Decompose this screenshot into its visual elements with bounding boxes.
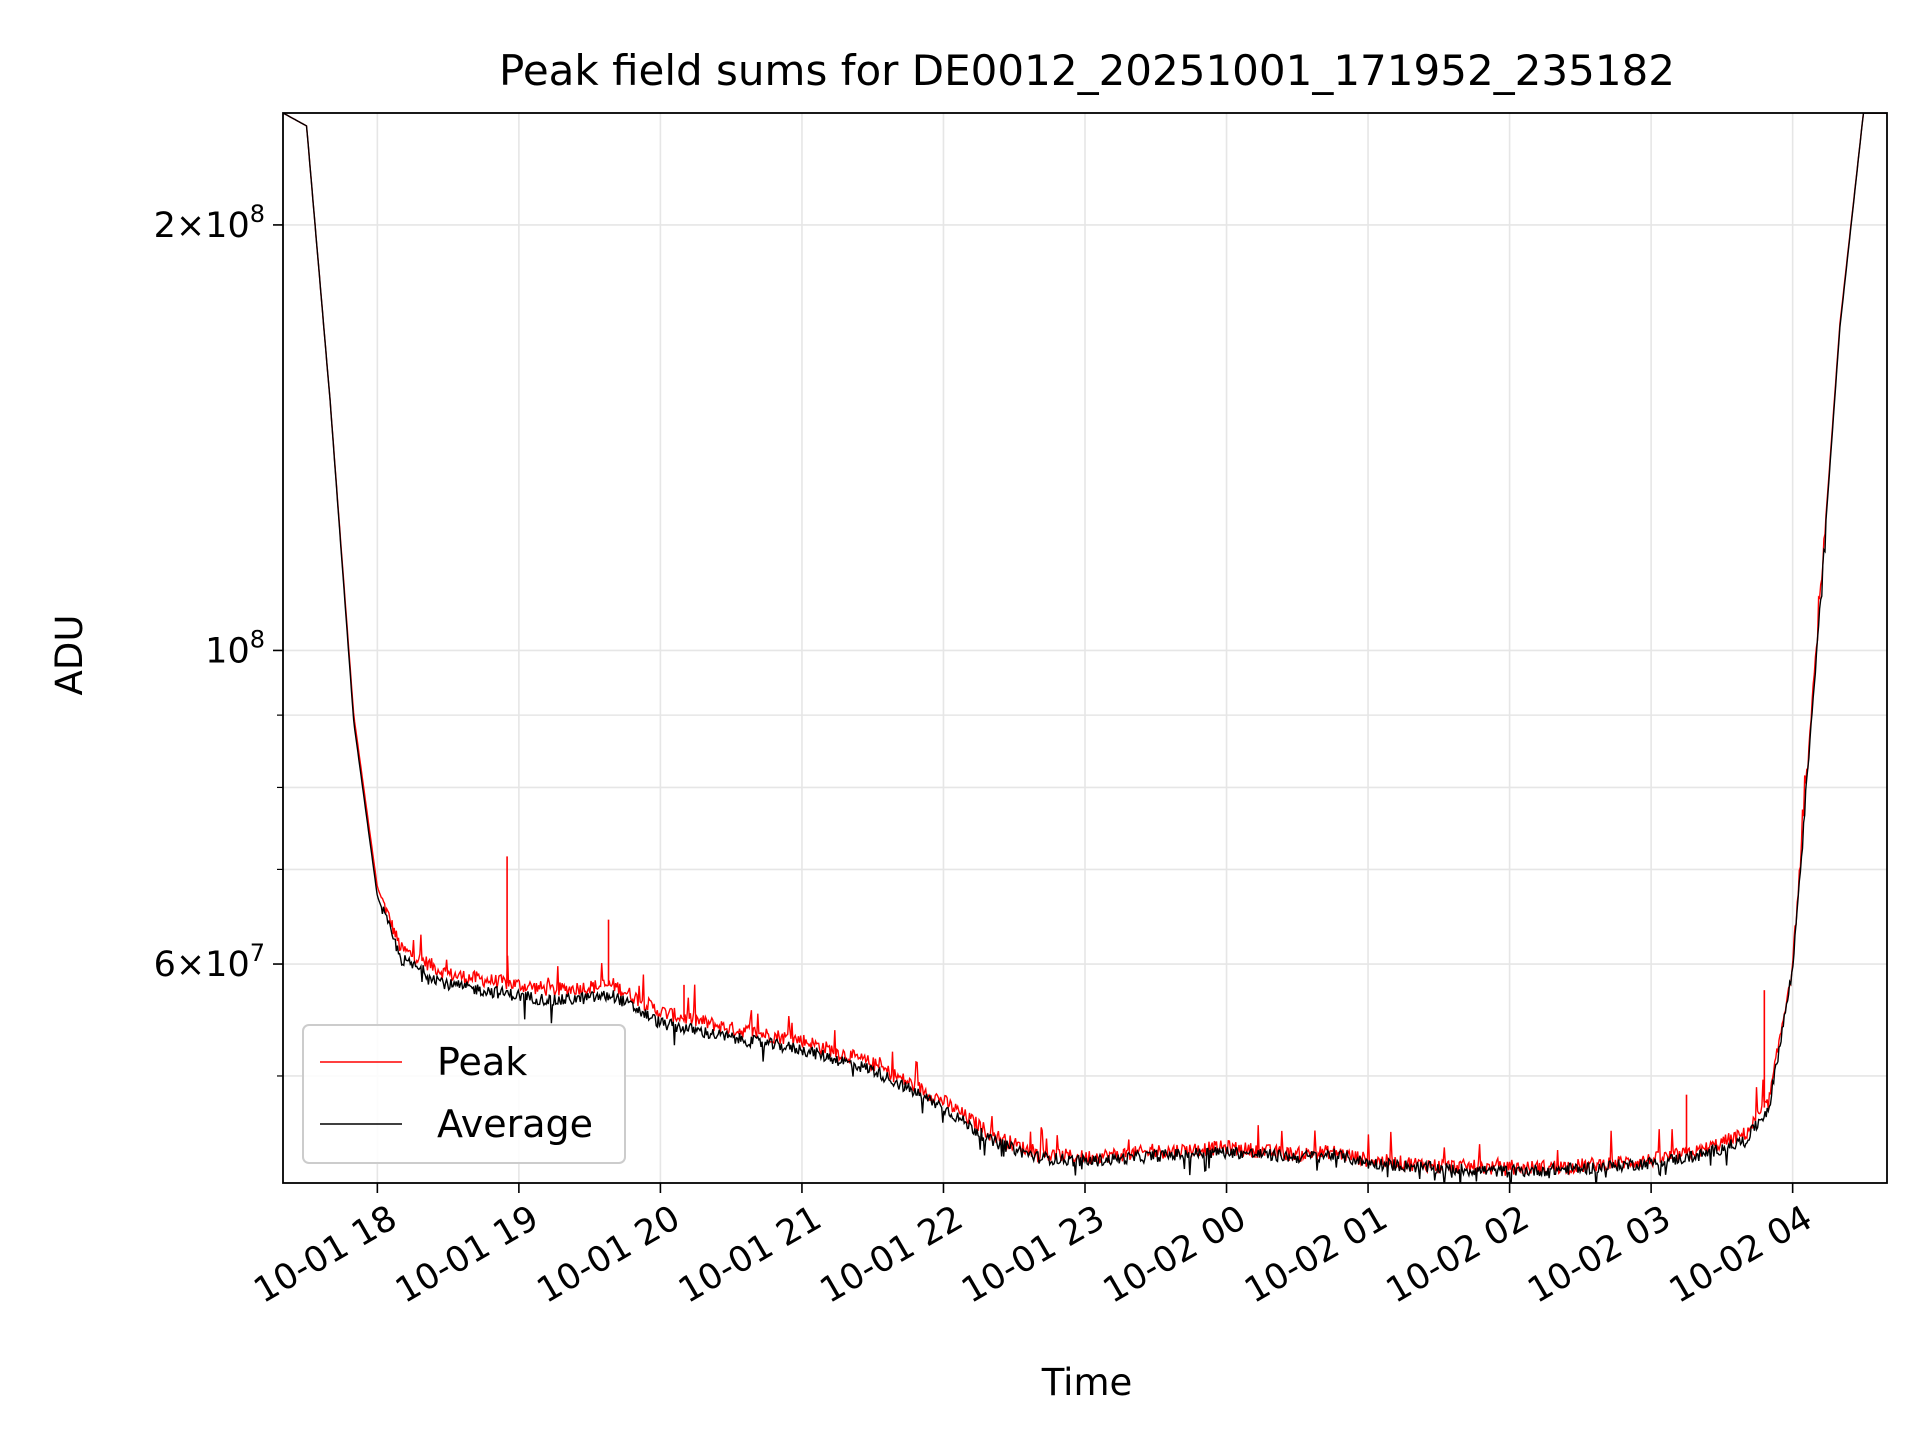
x-axis-label: Time xyxy=(1041,1361,1133,1404)
x-tick-label: 10-01 21 xyxy=(672,1198,828,1311)
x-tick-label: 10-02 02 xyxy=(1380,1198,1536,1311)
legend: Peak Average xyxy=(302,1024,626,1164)
x-tick-label: 10-01 23 xyxy=(955,1198,1111,1311)
plot-frame xyxy=(282,112,1888,1184)
grid-layer xyxy=(283,113,1887,1183)
legend-label-peak: Peak xyxy=(437,1040,527,1084)
y-tick-label: 2×108 xyxy=(154,200,265,246)
x-tick-label: 10-01 22 xyxy=(814,1198,970,1311)
series-line-average xyxy=(283,113,1887,1183)
x-tick-label: 10-02 04 xyxy=(1663,1198,1819,1311)
x-tick-label: 10-01 18 xyxy=(248,1198,404,1311)
y-tick-label: 6×107 xyxy=(154,939,265,985)
x-tick-label: 10-02 00 xyxy=(1097,1198,1253,1311)
chart-title: Peak field sums for DE0012_20251001_1719… xyxy=(499,46,1675,95)
x-tick-label: 10-02 01 xyxy=(1238,1198,1394,1311)
legend-label-average: Average xyxy=(437,1102,593,1146)
y-axis-label: ADU xyxy=(48,615,91,696)
x-tick-label: 10-01 19 xyxy=(389,1198,545,1311)
y-tick-label: 108 xyxy=(205,625,265,671)
legend-box xyxy=(302,1024,626,1164)
x-tick-label: 10-02 03 xyxy=(1521,1198,1677,1311)
x-tick-label: 10-01 20 xyxy=(531,1198,687,1311)
plot-layer xyxy=(283,113,1887,1183)
